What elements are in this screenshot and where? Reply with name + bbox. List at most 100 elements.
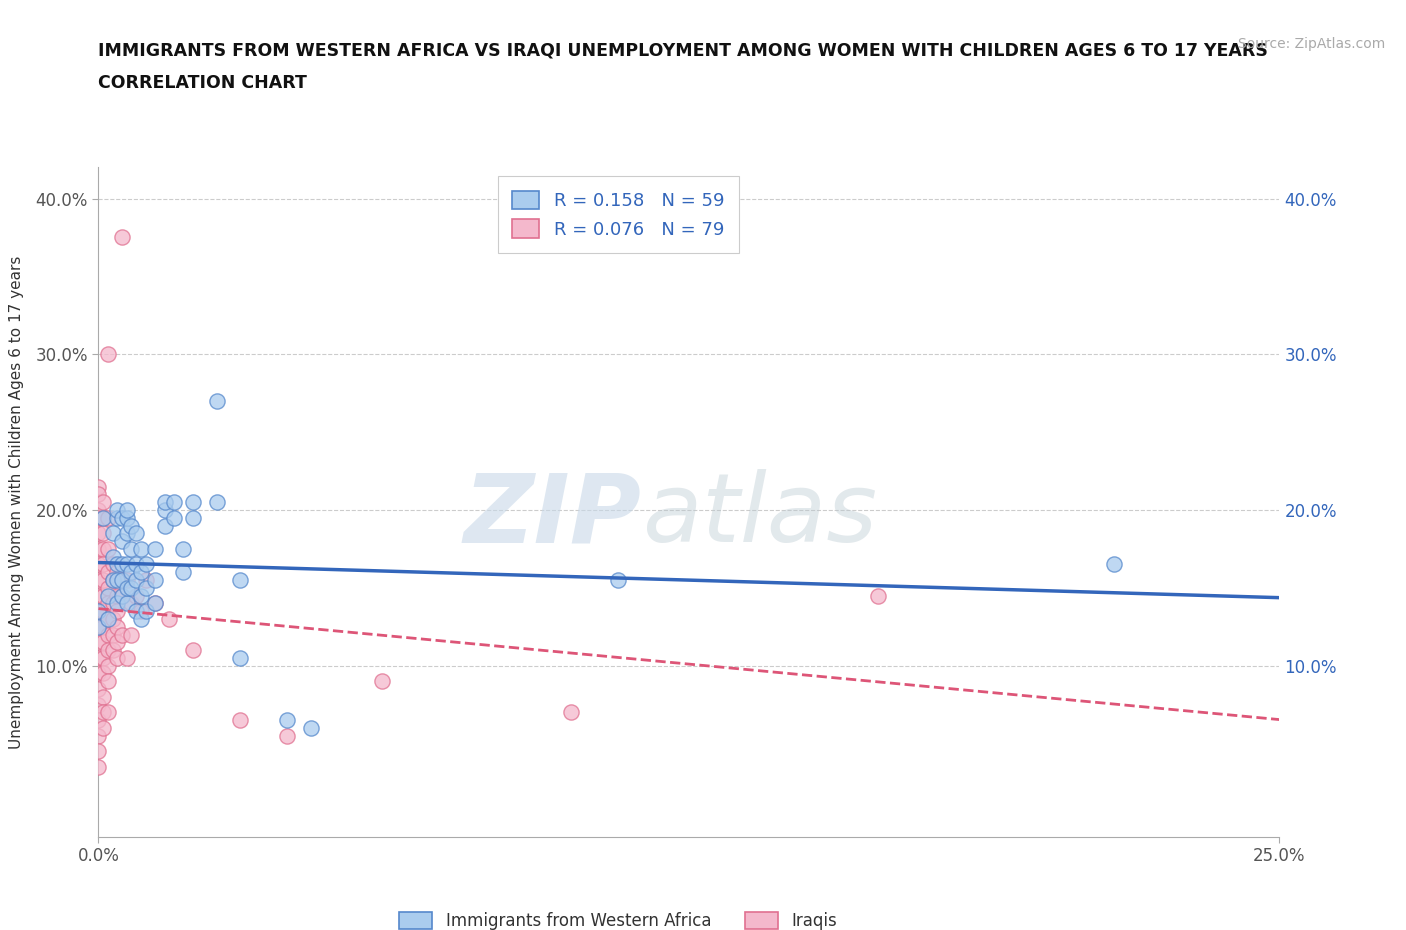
Point <box>129 604 152 618</box>
Point <box>97 541 120 556</box>
Point <box>181 643 204 658</box>
Point <box>129 612 152 627</box>
Point <box>205 495 228 510</box>
Point <box>87 604 110 618</box>
Point <box>91 588 114 603</box>
Point <box>97 627 120 642</box>
Point <box>105 619 128 634</box>
Point <box>101 573 124 588</box>
Point <box>87 525 110 540</box>
Point <box>91 604 114 618</box>
Point <box>125 588 148 603</box>
Point <box>135 580 157 595</box>
Point <box>115 580 138 595</box>
Point <box>97 705 120 720</box>
Point <box>101 643 124 658</box>
Point <box>87 744 110 759</box>
Point <box>97 596 120 611</box>
Point <box>105 635 128 650</box>
Point <box>101 627 124 642</box>
Point <box>125 525 148 540</box>
Point <box>91 721 114 736</box>
Point <box>181 511 204 525</box>
Point <box>87 650 110 665</box>
Point <box>115 502 138 517</box>
Point <box>172 565 194 579</box>
Point <box>153 518 176 533</box>
Point <box>111 557 134 572</box>
Point <box>866 588 889 603</box>
Point <box>157 612 180 627</box>
Point <box>91 511 114 525</box>
Point <box>121 627 143 642</box>
Point <box>91 557 114 572</box>
Point <box>229 712 252 727</box>
Point <box>371 674 394 689</box>
Point <box>125 557 148 572</box>
Point <box>87 728 110 743</box>
Point <box>87 604 110 618</box>
Point <box>129 588 152 603</box>
Point <box>91 511 114 525</box>
Point <box>87 619 110 634</box>
Point <box>135 557 157 572</box>
Point <box>143 541 166 556</box>
Point <box>91 689 114 704</box>
Point <box>87 682 110 697</box>
Point <box>115 557 138 572</box>
Point <box>91 635 114 650</box>
Point <box>115 511 138 525</box>
Point <box>91 666 114 681</box>
Point <box>87 479 110 494</box>
Point <box>87 557 110 572</box>
Point <box>115 650 138 665</box>
Point <box>105 565 128 579</box>
Point <box>121 565 143 579</box>
Point <box>143 573 166 588</box>
Point <box>91 541 114 556</box>
Y-axis label: Unemployment Among Women with Children Ages 6 to 17 years: Unemployment Among Women with Children A… <box>10 256 24 749</box>
Point <box>87 502 110 517</box>
Point <box>153 495 176 510</box>
Point <box>101 550 124 565</box>
Point <box>229 573 252 588</box>
Point <box>97 674 120 689</box>
Point <box>97 588 120 603</box>
Point <box>143 596 166 611</box>
Text: ZIP: ZIP <box>464 469 641 562</box>
Point <box>129 565 152 579</box>
Point <box>105 596 128 611</box>
Point <box>105 502 128 517</box>
Point <box>1102 557 1125 572</box>
Point <box>91 705 114 720</box>
Point <box>135 573 157 588</box>
Point <box>105 604 128 618</box>
Point <box>276 712 298 727</box>
Point <box>105 588 128 603</box>
Point <box>143 596 166 611</box>
Point <box>111 627 134 642</box>
Point <box>115 596 138 611</box>
Point <box>91 650 114 665</box>
Point <box>101 557 124 572</box>
Point <box>299 721 322 736</box>
Point <box>121 518 143 533</box>
Point <box>111 588 134 603</box>
Text: atlas: atlas <box>641 469 877 562</box>
Point <box>97 643 120 658</box>
Point <box>111 573 134 588</box>
Point <box>91 495 114 510</box>
Point <box>121 596 143 611</box>
Point <box>229 650 252 665</box>
Point <box>163 495 186 510</box>
Point <box>105 511 128 525</box>
Point <box>87 760 110 775</box>
Point <box>135 604 157 618</box>
Point <box>101 612 124 627</box>
Text: Source: ZipAtlas.com: Source: ZipAtlas.com <box>1237 37 1385 51</box>
Point <box>111 511 134 525</box>
Point <box>607 573 630 588</box>
Point <box>87 541 110 556</box>
Point <box>87 588 110 603</box>
Point <box>129 541 152 556</box>
